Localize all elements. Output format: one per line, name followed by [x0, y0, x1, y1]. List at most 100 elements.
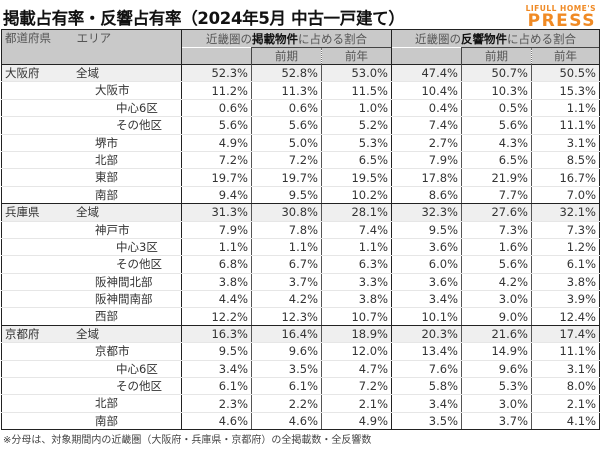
cell-response-current: 3.6%: [391, 238, 462, 257]
cell-listing-current: 4.4%: [181, 290, 252, 309]
cell-listing-current: 9.4%: [181, 186, 252, 205]
area-cell: 中心3区: [1, 238, 182, 257]
area-label: 大阪市: [95, 83, 130, 98]
cell-response-prev-year: 2.1%: [531, 394, 600, 413]
cell-response-prev-year: 7.3%: [531, 221, 600, 239]
footnote: ※分母は、対象期間内の近畿圏（大阪府・兵庫県・京都府）の全掲載数・全反響数: [3, 435, 372, 446]
cell-response-current: 8.6%: [391, 186, 462, 205]
logo-line1: LIFULL HOME'S: [525, 4, 596, 13]
cell-response-prev-year: 7.0%: [531, 186, 600, 205]
table-row-prefecture-total: 兵庫県 全域 31.3% 30.8% 28.1% 32.3% 27.6% 32.1%: [1, 203, 600, 222]
header-listing-bold: 掲載物件: [252, 31, 298, 46]
table-row: 南部 9.4% 9.5% 10.2% 8.6% 7.7% 7.0%: [1, 186, 600, 205]
header-response-share: 近畿圏の反響物件に占める割合: [391, 29, 600, 48]
cell-listing-prev-year: 4.9%: [321, 412, 392, 431]
header-listing-prev-year: 前年: [321, 47, 392, 65]
area-label: 堺市: [95, 135, 118, 150]
cell-response-current: 32.3%: [391, 203, 462, 222]
header-prefecture: 都道府県: [5, 31, 51, 45]
cell-response-current: 3.4%: [391, 394, 462, 413]
area-label: 全域: [76, 66, 99, 80]
cell-listing-current: 5.6%: [181, 116, 252, 135]
area-cell: 北部: [1, 394, 182, 413]
area-cell: 京都府 全域: [1, 324, 182, 344]
cell-response-prev-year: 8.0%: [531, 377, 600, 396]
cell-listing-prev-period: 2.2%: [251, 394, 322, 413]
cell-listing-prev-period: 7.8%: [251, 221, 322, 239]
area-label: 北部: [95, 396, 118, 411]
cell-response-prev-period: 4.3%: [461, 134, 532, 152]
cell-listing-current: 6.1%: [181, 377, 252, 396]
cell-listing-current: 9.5%: [181, 342, 252, 361]
cell-listing-prev-year: 3.3%: [321, 273, 392, 292]
cell-response-prev-period: 3.0%: [461, 394, 532, 413]
area-label: その他区: [116, 379, 162, 394]
area-cell: 京都市: [1, 342, 182, 361]
cell-listing-prev-period: 5.0%: [251, 134, 322, 152]
prefecture-label: 兵庫県: [5, 205, 40, 220]
area-label: 南部: [95, 187, 118, 202]
cell-response-prev-year: 3.1%: [531, 134, 600, 152]
header-listing-share: 近畿圏の掲載物件に占める割合: [181, 29, 392, 48]
cell-listing-prev-year: 6.3%: [321, 255, 392, 274]
area-label: 阪神間北部: [95, 274, 153, 289]
cell-listing-prev-period: 30.8%: [251, 203, 322, 222]
area-label: 中心3区: [116, 239, 158, 254]
header-response-suffix: に占める割合: [507, 31, 576, 46]
cell-response-prev-period: 1.6%: [461, 238, 532, 257]
table-row-prefecture-total: 京都府 全域 16.3% 16.4% 18.9% 20.3% 21.6% 17.4%: [1, 324, 600, 344]
cell-response-prev-year: 3.8%: [531, 273, 600, 292]
cell-response-current: 9.5%: [391, 221, 462, 239]
cell-listing-current: 2.3%: [181, 394, 252, 413]
header-listing-suffix: に占める割合: [298, 31, 367, 46]
area-label: 阪神間南部: [95, 292, 153, 307]
area-label: 神戸市: [95, 222, 130, 237]
cell-response-prev-year: 8.5%: [531, 151, 600, 170]
cell-listing-current: 31.3%: [181, 203, 252, 222]
cell-response-current: 20.3%: [391, 324, 462, 344]
header-response-prefix: 近畿圏の: [415, 31, 461, 46]
cell-response-current: 7.9%: [391, 151, 462, 170]
prefecture-label: 大阪府: [5, 66, 40, 80]
table-row: 堺市 4.9% 5.0% 5.3% 2.7% 4.3% 3.1%: [1, 134, 600, 152]
cell-listing-current: 1.1%: [181, 238, 252, 257]
cell-response-prev-year: 3.9%: [531, 290, 600, 309]
cell-response-prev-period: 21.6%: [461, 324, 532, 344]
cell-listing-current: 0.6%: [181, 99, 252, 118]
cell-listing-prev-year: 5.2%: [321, 116, 392, 135]
cell-listing-prev-year: 18.9%: [321, 324, 392, 344]
cell-listing-prev-year: 7.2%: [321, 377, 392, 396]
prefecture-label: 京都府: [5, 326, 40, 341]
cell-response-current: 7.6%: [391, 360, 462, 379]
cell-response-current: 17.8%: [391, 168, 462, 187]
area-cell: 南部: [1, 186, 182, 205]
header-response-current: [391, 47, 462, 65]
header-response-prev-period: 前期: [461, 47, 532, 65]
cell-listing-prev-period: 12.3%: [251, 307, 322, 326]
cell-listing-current: 4.6%: [181, 412, 252, 431]
cell-listing-prev-year: 6.5%: [321, 151, 392, 170]
area-cell: その他区: [1, 116, 182, 135]
header-listing-prefix: 近畿圏の: [206, 31, 252, 46]
header-prefecture-area: 都道府県 エリア: [1, 29, 182, 65]
cell-listing-prev-period: 1.1%: [251, 238, 322, 257]
page-title: 掲載占有率・反響占有率（2024年5月 中古一戸建て）: [3, 9, 405, 28]
cell-response-prev-year: 12.4%: [531, 307, 600, 326]
cell-listing-prev-year: 7.4%: [321, 221, 392, 239]
cell-listing-prev-period: 9.6%: [251, 342, 322, 361]
table-row-prefecture-total: 大阪府 全域 52.3% 52.8% 53.0% 47.4% 50.7% 50.5%: [1, 63, 600, 83]
cell-listing-prev-period: 4.2%: [251, 290, 322, 309]
area-cell: 阪神間北部: [1, 273, 182, 292]
cell-response-current: 5.8%: [391, 377, 462, 396]
cell-response-prev-year: 11.1%: [531, 342, 600, 361]
cell-response-prev-period: 0.5%: [461, 99, 532, 118]
cell-response-prev-period: 10.3%: [461, 81, 532, 100]
cell-response-prev-period: 50.7%: [461, 63, 532, 83]
area-label: 中心6区: [116, 100, 158, 115]
area-cell: 南部: [1, 412, 182, 431]
area-label: 全域: [76, 205, 99, 220]
area-cell: 大阪市: [1, 81, 182, 100]
area-cell: 神戸市: [1, 221, 182, 239]
cell-response-current: 47.4%: [391, 63, 462, 83]
area-cell: 大阪府 全域: [1, 63, 182, 83]
